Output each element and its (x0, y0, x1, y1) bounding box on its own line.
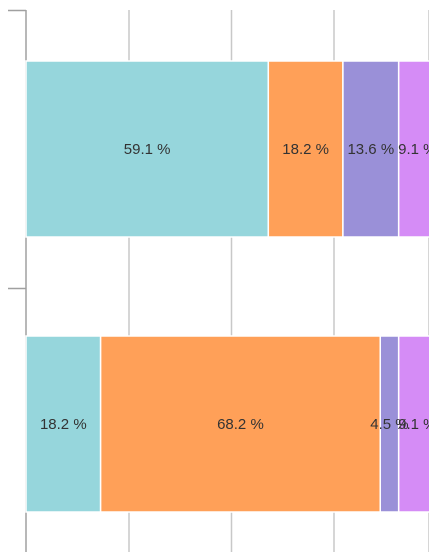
bar-segment (397, 60, 429, 238)
data-label: 13.6 % (347, 141, 394, 158)
bar-segment (397, 335, 429, 513)
data-label: 9.1 % (398, 141, 429, 158)
data-label: 68.2 % (217, 416, 264, 433)
bar-segment (25, 60, 270, 238)
data-label: 18.2 % (282, 141, 329, 158)
data-label: 9.1 % (398, 416, 429, 433)
data-label: 4.5 % (370, 416, 408, 433)
data-label: 18.2 % (40, 416, 87, 433)
data-label: 59.1 % (124, 141, 171, 158)
bar-segment (25, 335, 102, 513)
bar-segment (99, 335, 381, 513)
